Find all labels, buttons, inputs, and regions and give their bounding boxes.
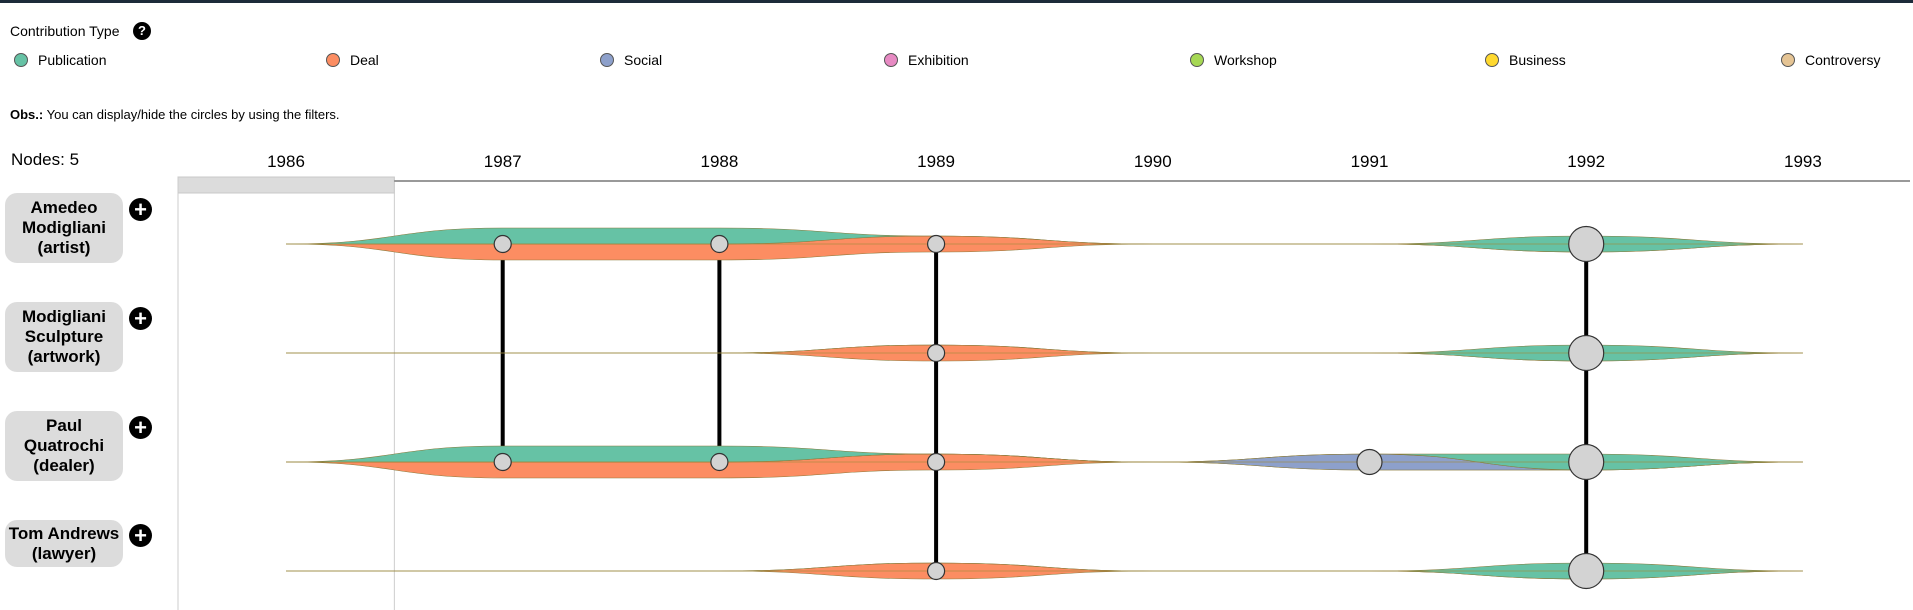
legend-item-controversy[interactable]: Controversy [1781, 50, 1880, 70]
legend-label-business: Business [1509, 52, 1566, 68]
x-tick-label-1992: 1992 [1567, 152, 1605, 171]
event-circle-modigliani-sculpture-artwork-1989 [926, 343, 946, 363]
event-circle-amedeo-modigliani-artist-1987 [493, 234, 512, 254]
x-tick-label-1989: 1989 [917, 152, 955, 171]
legend-item-deal[interactable]: Deal [326, 50, 379, 70]
legend-dot-deal [326, 53, 340, 67]
obs-text: You can display/hide the circles by usin… [46, 107, 340, 122]
node-label-amedeo-modigliani[interactable]: Amedeo Modigliani (artist) [5, 193, 123, 263]
event-circle-amedeo-modigliani-artist-1989 [926, 234, 946, 254]
nodes-count: Nodes: 5 [11, 150, 80, 169]
event-circle-paul-quatrochi-dealer-1989 [926, 452, 946, 472]
top-border [0, 0, 1913, 3]
x-tick-label-1987: 1987 [484, 152, 522, 171]
node-label-paul-quatrochi[interactable]: Paul Quatrochi (dealer) [5, 411, 123, 481]
event-circle-paul-quatrochi-dealer-1988 [710, 452, 729, 472]
legend-label-publication: Publication [38, 52, 107, 68]
expand-button-amedeo-modigliani[interactable]: + [129, 198, 152, 221]
brush-handle [177, 176, 395, 194]
obs-prefix: Obs.: [10, 107, 44, 122]
legend-label-deal: Deal [350, 52, 379, 68]
legend-dot-social [600, 53, 614, 67]
event-circle-paul-quatrochi-dealer-1987 [493, 452, 512, 472]
legend-item-publication[interactable]: Publication [14, 50, 107, 70]
event-circle-modigliani-sculpture-artwork-1992 [1568, 334, 1605, 372]
legend-dot-controversy [1781, 53, 1795, 67]
legend-label-social: Social [624, 52, 663, 68]
x-tick-label-1993: 1993 [1784, 152, 1822, 171]
event-circle-paul-quatrochi-dealer-1992 [1568, 443, 1605, 481]
legend-item-exhibition[interactable]: Exhibition [884, 50, 969, 70]
legend-item-social[interactable]: Social [600, 50, 662, 70]
x-tick-label-1986: 1986 [267, 152, 305, 171]
expand-button-modigliani-sculpture[interactable]: + [129, 307, 152, 330]
legend-label-exhibition: Exhibition [908, 52, 969, 68]
legend-label-workshop: Workshop [1214, 52, 1277, 68]
legend-dot-publication [14, 53, 28, 67]
help-icon[interactable]: ? [133, 22, 151, 40]
event-circle-tom-andrews-lawyer-1989 [926, 561, 946, 581]
x-tick-label-1991: 1991 [1351, 152, 1389, 171]
expand-button-paul-quatrochi[interactable]: + [129, 416, 152, 439]
legend-item-workshop[interactable]: Workshop [1190, 50, 1277, 70]
legend-dot-exhibition [884, 53, 898, 67]
legend-dot-business [1485, 53, 1499, 67]
legend-label-controversy: Controversy [1805, 52, 1881, 68]
event-circle-amedeo-modigliani-artist-1992 [1568, 225, 1605, 263]
expand-button-tom-andrews[interactable]: + [129, 524, 152, 547]
x-tick-label-1988: 1988 [700, 152, 738, 171]
legend-title: Contribution Type [10, 23, 120, 39]
event-circle-amedeo-modigliani-artist-1988 [710, 234, 729, 254]
event-circle-tom-andrews-lawyer-1992 [1568, 552, 1605, 590]
event-circle-paul-quatrochi-dealer-1991 [1356, 448, 1383, 476]
legend-dot-workshop [1190, 53, 1204, 67]
x-tick-label-1990: 1990 [1134, 152, 1172, 171]
node-label-tom-andrews[interactable]: Tom Andrews (lawyer) [5, 520, 123, 567]
obs-note: Obs.: You can display/hide the circles b… [10, 107, 340, 122]
legend-item-business[interactable]: Business [1485, 50, 1566, 70]
node-label-modigliani-sculpture[interactable]: Modigliani Sculpture (artwork) [5, 302, 123, 372]
